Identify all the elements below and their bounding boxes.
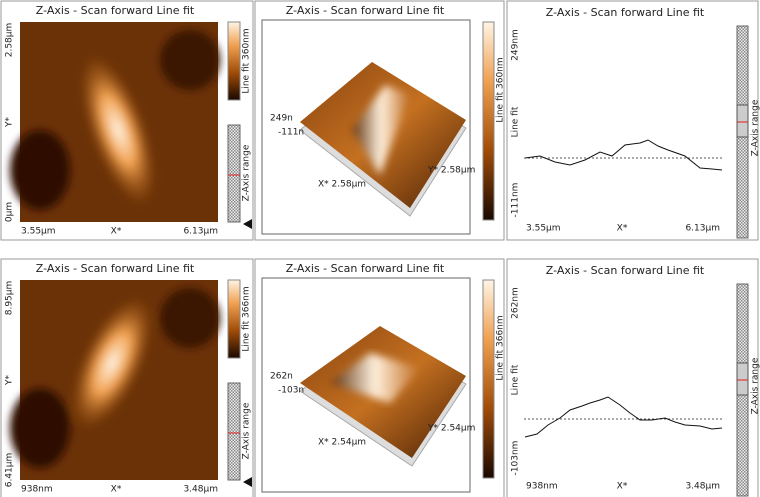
panel xyxy=(0,0,254,241)
x-min-label: 938nm xyxy=(526,482,558,492)
y-min-label: 6.41µm xyxy=(5,453,15,488)
range-label: Z-Axis range xyxy=(242,144,252,201)
profile-line xyxy=(524,396,723,438)
x-axis-label: X* xyxy=(111,485,122,495)
y-min-label: 0µm xyxy=(5,202,15,222)
dark-area xyxy=(10,130,70,210)
x-size-label: X* 2.54µm xyxy=(318,438,366,448)
x-max-label: 3.48µm xyxy=(685,482,720,492)
z-max-label: 262n xyxy=(270,372,293,382)
colorbar-label: Line fit 366nm xyxy=(242,286,252,351)
z-min-label: -111nm xyxy=(511,183,521,218)
z-min-label: -103n xyxy=(278,386,304,396)
range-arrow xyxy=(243,219,252,229)
dark-area xyxy=(10,388,70,468)
panel xyxy=(506,258,759,497)
range-arrow xyxy=(243,477,252,487)
row: Z-Axis - Scan forward Line fit 2.58µm Y* 0µ… xyxy=(0,0,760,241)
colorbar-label: Line fit 360nm xyxy=(496,57,506,122)
z-max-label: 249nm xyxy=(511,29,521,61)
y-max-label: 2.58µm xyxy=(5,23,15,58)
colorbar-label: Line fit 360nm xyxy=(242,28,252,93)
colorbar xyxy=(482,279,495,479)
feature xyxy=(71,296,153,430)
range-window xyxy=(736,104,749,138)
afm-image xyxy=(10,30,220,210)
panel-title: Z-Axis - Scan forward Line fit xyxy=(36,262,195,275)
z-axis-label: Line fit xyxy=(511,106,521,137)
z-range-bar xyxy=(227,382,241,481)
range-label: Z-Axis range xyxy=(751,357,760,414)
z-range-bar xyxy=(227,124,241,223)
x-axis-label: X* xyxy=(617,482,628,492)
panel-title: Z-Axis - Scan forward Line fit xyxy=(286,262,445,275)
panel xyxy=(506,0,759,241)
panel-title: Z-Axis - Scan forward Line fit xyxy=(546,264,705,277)
panel xyxy=(254,258,505,497)
x-max-label: 6.13µm xyxy=(685,224,720,234)
z-max-label: 262nm xyxy=(511,287,521,319)
x-axis-label: X* xyxy=(111,227,122,237)
range-label: Z-Axis range xyxy=(751,99,760,156)
x-min-label: 3.55µm xyxy=(21,227,56,237)
feature xyxy=(80,54,156,206)
x-min-label: 938nm xyxy=(21,485,53,495)
colorbar xyxy=(482,21,495,221)
profile-line xyxy=(524,139,723,171)
y-axis-label: Y* xyxy=(5,117,15,128)
x-max-label: 3.48µm xyxy=(183,485,218,495)
x-axis-label: X* xyxy=(617,224,628,234)
y-size-label: Y* 2.58µm xyxy=(427,166,475,176)
panel-title: Z-Axis - Scan forward Line fit xyxy=(286,4,445,17)
x-max-label: 6.13µm xyxy=(183,227,218,237)
afm-image xyxy=(10,288,220,468)
x-size-label: X* 2.58µm xyxy=(318,180,366,190)
dark-area xyxy=(160,30,220,90)
panel xyxy=(0,258,254,497)
z-min-label: -103nm xyxy=(511,441,521,476)
dark-area xyxy=(160,288,220,348)
colorbar xyxy=(227,279,241,359)
x-min-label: 3.55µm xyxy=(526,224,561,234)
colorbar xyxy=(227,21,241,101)
colorbar-label: Line fit 366nm xyxy=(496,315,506,380)
panel-title: Z-Axis - Scan forward Line fit xyxy=(546,6,705,19)
surface-ridge xyxy=(352,85,410,175)
row: Z-Axis - Scan forward Line fit 8.95µm Y* 6.… xyxy=(0,258,760,497)
y-axis-label: Y* xyxy=(5,375,15,386)
z-max-label: 249n xyxy=(270,114,293,124)
y-max-label: 8.95µm xyxy=(5,281,15,316)
range-window xyxy=(736,362,749,396)
z-min-label: -111n xyxy=(278,128,304,138)
range-label: Z-Axis range xyxy=(242,402,252,459)
panel-title: Z-Axis - Scan forward Line fit xyxy=(36,4,195,17)
z-axis-label: Line fit xyxy=(511,364,521,395)
panel xyxy=(254,0,505,241)
surface-ridge xyxy=(330,353,420,403)
y-size-label: Y* 2.54µm xyxy=(427,424,475,434)
